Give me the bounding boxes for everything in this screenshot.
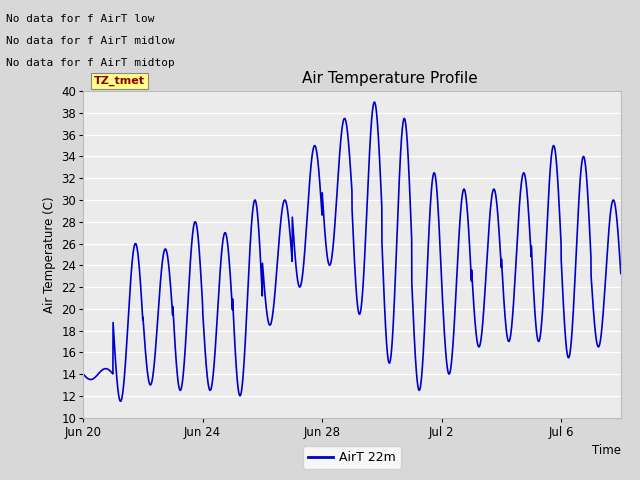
Text: No data for f AirT low: No data for f AirT low	[6, 14, 155, 24]
X-axis label: Time: Time	[592, 444, 621, 457]
Title: Air Temperature Profile: Air Temperature Profile	[301, 71, 477, 86]
Y-axis label: Air Temperature (C): Air Temperature (C)	[43, 196, 56, 312]
Text: No data for f AirT midtop: No data for f AirT midtop	[6, 58, 175, 68]
Text: No data for f AirT midlow: No data for f AirT midlow	[6, 36, 175, 46]
Legend: AirT 22m: AirT 22m	[303, 446, 401, 469]
Text: TZ_tmet: TZ_tmet	[94, 75, 145, 86]
